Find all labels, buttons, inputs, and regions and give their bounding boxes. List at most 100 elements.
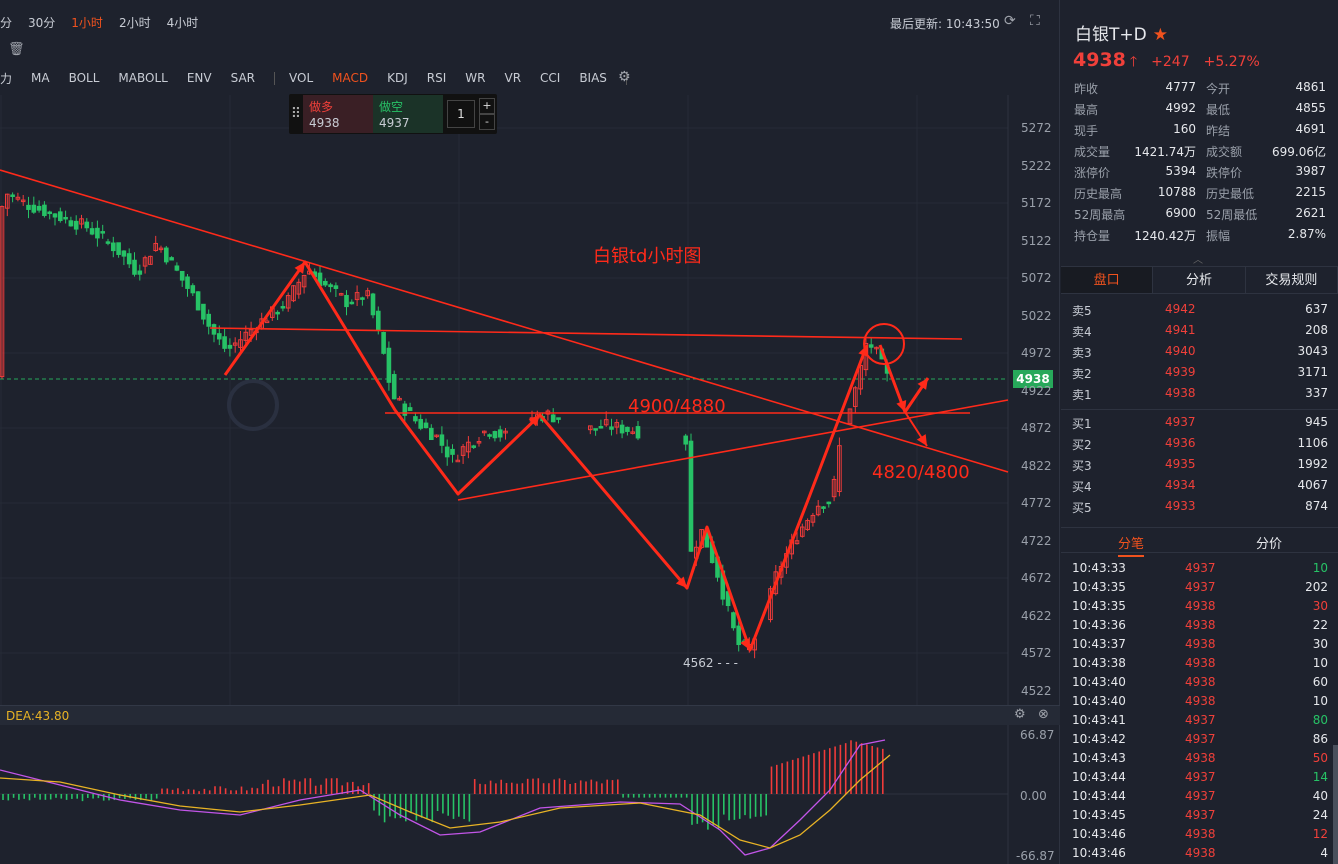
trash-icon[interactable]: 🗑 [8,42,25,57]
candle-body [121,250,127,257]
indicator-vol[interactable]: VOL [289,71,314,85]
asks-price: 4940 [1165,344,1196,358]
period-3[interactable]: 2小时 [118,15,151,30]
candle-body [815,505,821,516]
indicator-vr[interactable]: VR [504,71,522,85]
period-1[interactable]: 30分 [28,15,56,30]
tab-ticks[interactable]: 分笔 [1118,533,1145,557]
tick-volume: 22 [1312,618,1328,632]
indicator-力[interactable]: 力 [0,71,13,86]
indicator-bias[interactable]: BIAS [579,71,607,85]
sell-short-button[interactable]: 做空 4937 [373,95,443,133]
tab-price-dist[interactable]: 分价 [1256,537,1283,552]
stat-row: 成交量 1421.74万 成交额 699.06亿 [1061,143,1338,164]
drag-handle-icon[interactable]: ⠿ [290,106,302,122]
bids-level: 买2 [1072,438,1092,452]
close-icon[interactable]: ⊗ [1038,707,1049,722]
candle-body [487,434,492,437]
candle-body [609,426,614,430]
wave-arrow [223,260,869,652]
qty-minus-button[interactable]: - [479,114,495,130]
candle-body [683,435,689,445]
indicator-bar: 力 MA BOLL MABOLL ENV SAR VOL MACD KDJ RSI WR VR CCI B… [0,67,641,89]
refresh-icon[interactable]: ⟳ [1004,13,1016,29]
tick-time: 10:43:41 [1072,713,1126,727]
bids-price: 4933 [1165,499,1196,513]
star-icon[interactable]: ★ [1152,25,1168,45]
price-tick: 5172 [1021,196,1052,210]
stat-v1: 5394 [1165,164,1196,178]
indicator-boll[interactable]: BOLL [68,71,100,85]
asks-price: 4938 [1165,386,1196,400]
tick-row: 10:43:45 4937 24 [1061,808,1338,827]
bids-row: 买2 4936 1106 [1061,436,1338,457]
tick-price: 4938 [1185,694,1216,708]
chart-area[interactable]: 分 30分 1小时 2小时 4小时 最后更新: 10:43:50 ⟳ ⛶ 🗑 力 MA BO… [0,0,1060,864]
tick-price: 4938 [1185,637,1216,651]
price-tick: 4722 [1021,533,1052,548]
price-tick: 5222 [1021,158,1052,173]
candle-body [31,204,37,213]
fullscreen-icon[interactable]: ⛶ [1030,13,1040,29]
candle-body [58,211,63,222]
settings-icon[interactable]: ⚙ [1014,707,1026,722]
candle-body [619,424,625,434]
period-0[interactable]: 分 [0,15,13,30]
bids-volume: 945 [1305,415,1328,429]
gear-icon[interactable]: ⚙ [618,69,631,85]
stat-v1: 4777 [1165,80,1196,94]
candle-body [89,228,95,235]
bids-level: 买4 [1072,480,1092,494]
tick-row: 10:43:40 4938 10 [1061,694,1338,713]
price-tick: 5122 [1021,233,1052,248]
arrow-head [528,415,540,427]
current-price-tag: 4938 [1013,370,1053,388]
level-annotation: 4900/4880 [628,396,726,417]
scrollbar[interactable] [1333,745,1338,864]
stat-l1: 最高 [1074,103,1099,117]
candle-body [482,430,487,434]
buy-long-button[interactable]: 做多 4938 [303,95,373,133]
indicator-env[interactable]: ENV [186,71,212,85]
tick-volume: 86 [1312,732,1328,746]
candle-body [10,194,15,197]
candle-body [402,403,408,416]
candle-body [360,297,365,300]
symbol-name: 白银T+D [1075,25,1147,45]
indicator-maboll[interactable]: MABOLL [118,71,168,85]
stat-l1: 持仓量 [1074,229,1111,243]
period-2[interactable]: 1小时 [71,15,103,30]
bids-level: 买3 [1072,459,1092,473]
tick-row: 10:43:38 4938 10 [1061,656,1338,675]
indicator-kdj[interactable]: KDJ [387,71,408,85]
collapse-icon[interactable]: ︿ [1193,255,1203,266]
tab-0[interactable]: 盘口 [1061,267,1154,293]
indicator-wr[interactable]: WR [465,71,486,85]
stat-row: 持仓量 1240.42万 振幅 2.87% [1061,227,1338,248]
tab-1[interactable]: 分析 [1153,267,1246,293]
indicator-rsi[interactable]: RSI [426,71,447,85]
asks-row: 卖5 4942 637 [1061,302,1338,323]
stat-l2: 昨结 [1206,124,1231,138]
bids-row: 买1 4937 945 [1061,415,1338,436]
candle-body [15,196,21,200]
quantity-field[interactable]: 1 [447,100,475,128]
period-4[interactable]: 4小时 [166,15,199,30]
candle-body [328,284,333,288]
indicator-cci[interactable]: CCI [540,71,561,85]
candle-body [20,199,26,203]
asks-level: 卖3 [1072,346,1092,360]
candle-body [344,294,349,308]
qty-plus-button[interactable]: + [479,98,495,114]
candle-body [471,445,476,448]
bids-price: 4935 [1165,457,1196,471]
indicator-sar[interactable]: SAR [230,71,255,85]
indicator-macd[interactable]: MACD [332,71,369,85]
candle-body [301,274,307,288]
tick-time: 10:43:35 [1072,580,1126,594]
asks-row: 卖4 4941 208 [1061,323,1338,344]
tab-2[interactable]: 交易规则 [1246,267,1338,293]
indicator-ma[interactable]: MA [31,71,50,85]
tick-row: 10:43:43 4938 50 [1061,751,1338,770]
